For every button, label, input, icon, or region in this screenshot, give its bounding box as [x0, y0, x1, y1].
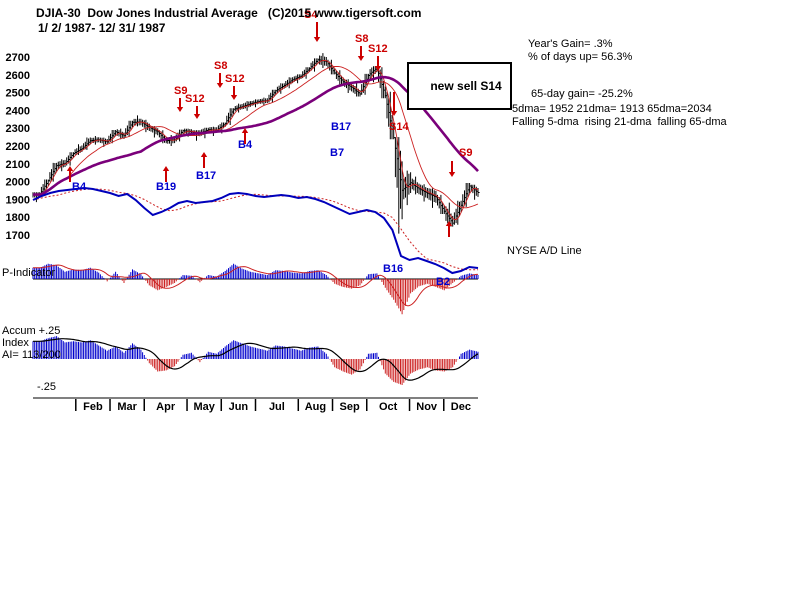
- accum-label: Accum +.25: [2, 325, 61, 337]
- signal-label-b7: B7: [330, 147, 344, 159]
- ma-21-line: [33, 65, 479, 209]
- sell-arrow-head: [193, 114, 201, 119]
- ad-line-ma: [32, 188, 478, 271]
- new-sell-annotation-box: new sell S14: [407, 62, 512, 110]
- month-label: Sep: [340, 401, 360, 413]
- sell-arrow-head: [176, 107, 184, 112]
- signal-label-b4: B4: [72, 181, 87, 193]
- stat-dma-values: 5dma= 1952 21dma= 1913 65dma=2034: [512, 103, 712, 115]
- p-indicator-bars-positive: [32, 263, 479, 279]
- month-label: Jul: [269, 401, 285, 413]
- signal-label-s9: S9: [174, 85, 187, 97]
- accum-neg-label: -.25: [37, 381, 56, 393]
- signal-label-s8: S8: [355, 33, 368, 45]
- p-indicator-bars-negative: [105, 279, 457, 315]
- month-label: May: [193, 401, 215, 413]
- ma-5-line: [33, 59, 479, 220]
- signal-label-b2: B2: [436, 276, 450, 288]
- buy-arrow-head: [162, 166, 170, 171]
- buy-arrow-head: [200, 152, 208, 157]
- stat-years-gain: Year's Gain= .3%: [528, 38, 613, 50]
- signal-label-b17: B17: [196, 170, 216, 182]
- y-axis-label: 2700: [6, 52, 30, 64]
- chart-date-range: 1/ 2/ 1987- 12/ 31/ 1987: [38, 21, 166, 35]
- signal-label-s12: S12: [225, 73, 245, 85]
- y-axis-label: 1900: [6, 194, 30, 206]
- signal-label-s12: S12: [185, 93, 205, 105]
- stat-dma-trends: Falling 5-dma rising 21-dma falling 65-d…: [512, 116, 727, 128]
- new-sell-annotation-text: new sell S14: [430, 79, 502, 93]
- y-axis-label: 1800: [6, 212, 30, 224]
- y-axis-label: 2000: [6, 177, 30, 189]
- ma-65-line: [33, 75, 479, 196]
- y-axis-label: 2200: [6, 141, 30, 153]
- accum-index-bars-positive: [32, 336, 479, 359]
- signal-label-b19: B19: [156, 181, 176, 193]
- accum-index-bars-negative: [147, 359, 459, 385]
- signal-label-s4: S4: [304, 9, 318, 21]
- nyse-ad-line: [32, 186, 479, 275]
- p-indicator-ma-line: [33, 264, 478, 307]
- accum-ma-line: [33, 338, 479, 381]
- month-label: Dec: [451, 401, 471, 413]
- stat-pct-days-up: % of days up= 56.3%: [528, 51, 633, 63]
- signal-label-s12: S12: [368, 43, 388, 55]
- sell-arrow-head: [357, 56, 365, 61]
- signal-label-b17: B17: [331, 121, 351, 133]
- sell-arrow-head: [313, 37, 321, 42]
- y-axis-label: 2400: [6, 105, 30, 117]
- sell-arrow-head: [448, 172, 456, 177]
- stat-65day-gain: 65-day gain= -25.2%: [531, 88, 633, 100]
- y-axis-label: 2600: [6, 70, 30, 82]
- month-label: Aug: [305, 401, 326, 413]
- buy-arrow-head: [445, 221, 453, 226]
- sell-arrow-head: [216, 83, 224, 88]
- sell-arrow-head: [374, 66, 382, 71]
- ad-line-label: NYSE A/D Line: [507, 245, 582, 257]
- month-label: Nov: [416, 401, 438, 413]
- y-axis-label: 2300: [6, 123, 30, 135]
- month-label: Apr: [156, 401, 176, 413]
- y-axis-label: 2500: [6, 88, 30, 100]
- ai-value-label: AI= 113/200: [2, 349, 61, 361]
- signal-label-b4: B4: [238, 139, 253, 151]
- month-label: Oct: [379, 401, 398, 413]
- buy-arrow-head: [66, 166, 74, 171]
- chart-title: DJIA-30 Dow Jones Industrial Average (C)…: [36, 6, 422, 20]
- signal-label-s14: S14: [389, 121, 409, 133]
- index-label: Index: [2, 337, 29, 349]
- p-indicator-label: P-Indicator: [2, 267, 56, 279]
- sell-arrow-head: [390, 111, 398, 116]
- signal-label-s8: S8: [214, 60, 227, 72]
- buy-arrow-head: [241, 128, 249, 133]
- month-label: Jun: [229, 401, 249, 413]
- signal-label-b16: B16: [383, 263, 403, 275]
- month-label: Feb: [83, 401, 103, 413]
- y-axis-label: 1700: [6, 230, 30, 242]
- sell-arrow-head: [230, 95, 238, 100]
- y-axis-label: 2100: [6, 159, 30, 171]
- month-label: Mar: [117, 401, 137, 413]
- signal-label-s9: S9: [459, 147, 472, 159]
